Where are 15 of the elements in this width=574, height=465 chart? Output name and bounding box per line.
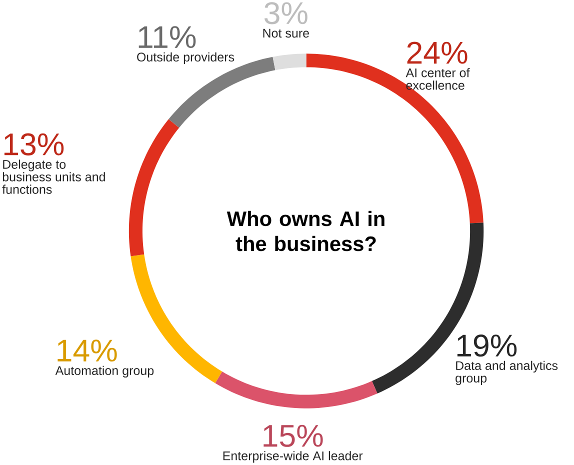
data-label: 13% [4,133,64,156]
data-label: 11% [138,26,196,48]
data-label: 3% [264,2,308,24]
slice-label: Data and analytics group [456,360,558,386]
slice-label: AI center of excellence [406,68,470,90]
data-label: 14% [58,340,117,362]
slice-label: Automation group [55,366,154,378]
slice-label: Delegate to business units and functions [2,160,105,194]
slice-label: Not sure [263,28,309,38]
data-label: 19% [457,334,517,357]
slice-label: Enterprise-wide AI leader [223,451,363,463]
data-label: 15% [264,424,323,447]
text: Who owns AI in the business? [226,210,384,252]
data-label: 24% [407,42,468,64]
slice-label: Outside providers [137,52,234,64]
